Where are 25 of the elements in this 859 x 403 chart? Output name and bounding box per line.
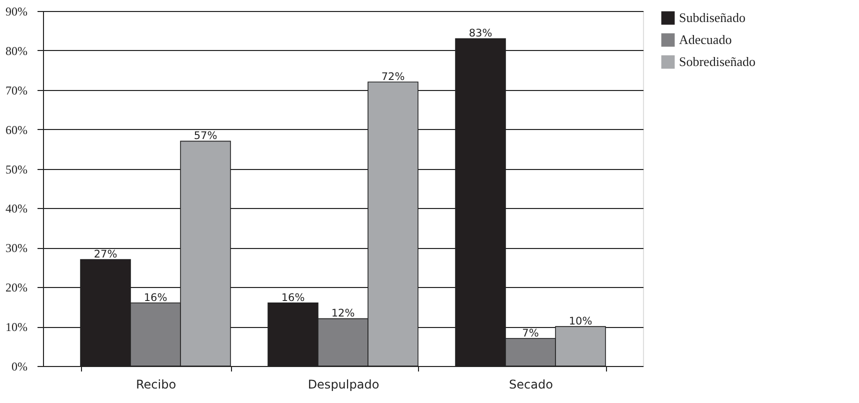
y-tick-label: 0% xyxy=(12,360,28,374)
data-label: 7% xyxy=(522,327,539,340)
y-tick-label: 80% xyxy=(6,44,28,58)
data-label: 57% xyxy=(194,130,218,142)
legend-label: Adecuado xyxy=(679,32,732,47)
y-tick-label: 30% xyxy=(6,241,28,256)
data-label: 10% xyxy=(568,316,592,328)
data-label: 83% xyxy=(468,28,492,40)
y-tick-label: 60% xyxy=(6,122,28,137)
y-tick-label: 50% xyxy=(6,162,28,176)
x-tick-label: Despulpado xyxy=(308,378,380,392)
y-tick-label: 20% xyxy=(6,280,28,295)
y-tick-label: 10% xyxy=(6,320,28,334)
legend-label: Sobrediseñado xyxy=(679,54,756,69)
legend-label: Subdiseñado xyxy=(679,10,746,25)
x-tick-label: Recibo xyxy=(136,378,176,392)
y-tick-label: 90% xyxy=(6,4,28,18)
data-label: 72% xyxy=(381,71,405,83)
data-label: 16% xyxy=(144,292,168,304)
data-label: 12% xyxy=(331,308,355,320)
data-label: 16% xyxy=(281,292,305,304)
data-label: 27% xyxy=(94,248,118,260)
y-tick-label: 40% xyxy=(6,202,28,216)
y-tick-label: 70% xyxy=(6,83,28,98)
x-tick-label: Secado xyxy=(509,378,553,392)
